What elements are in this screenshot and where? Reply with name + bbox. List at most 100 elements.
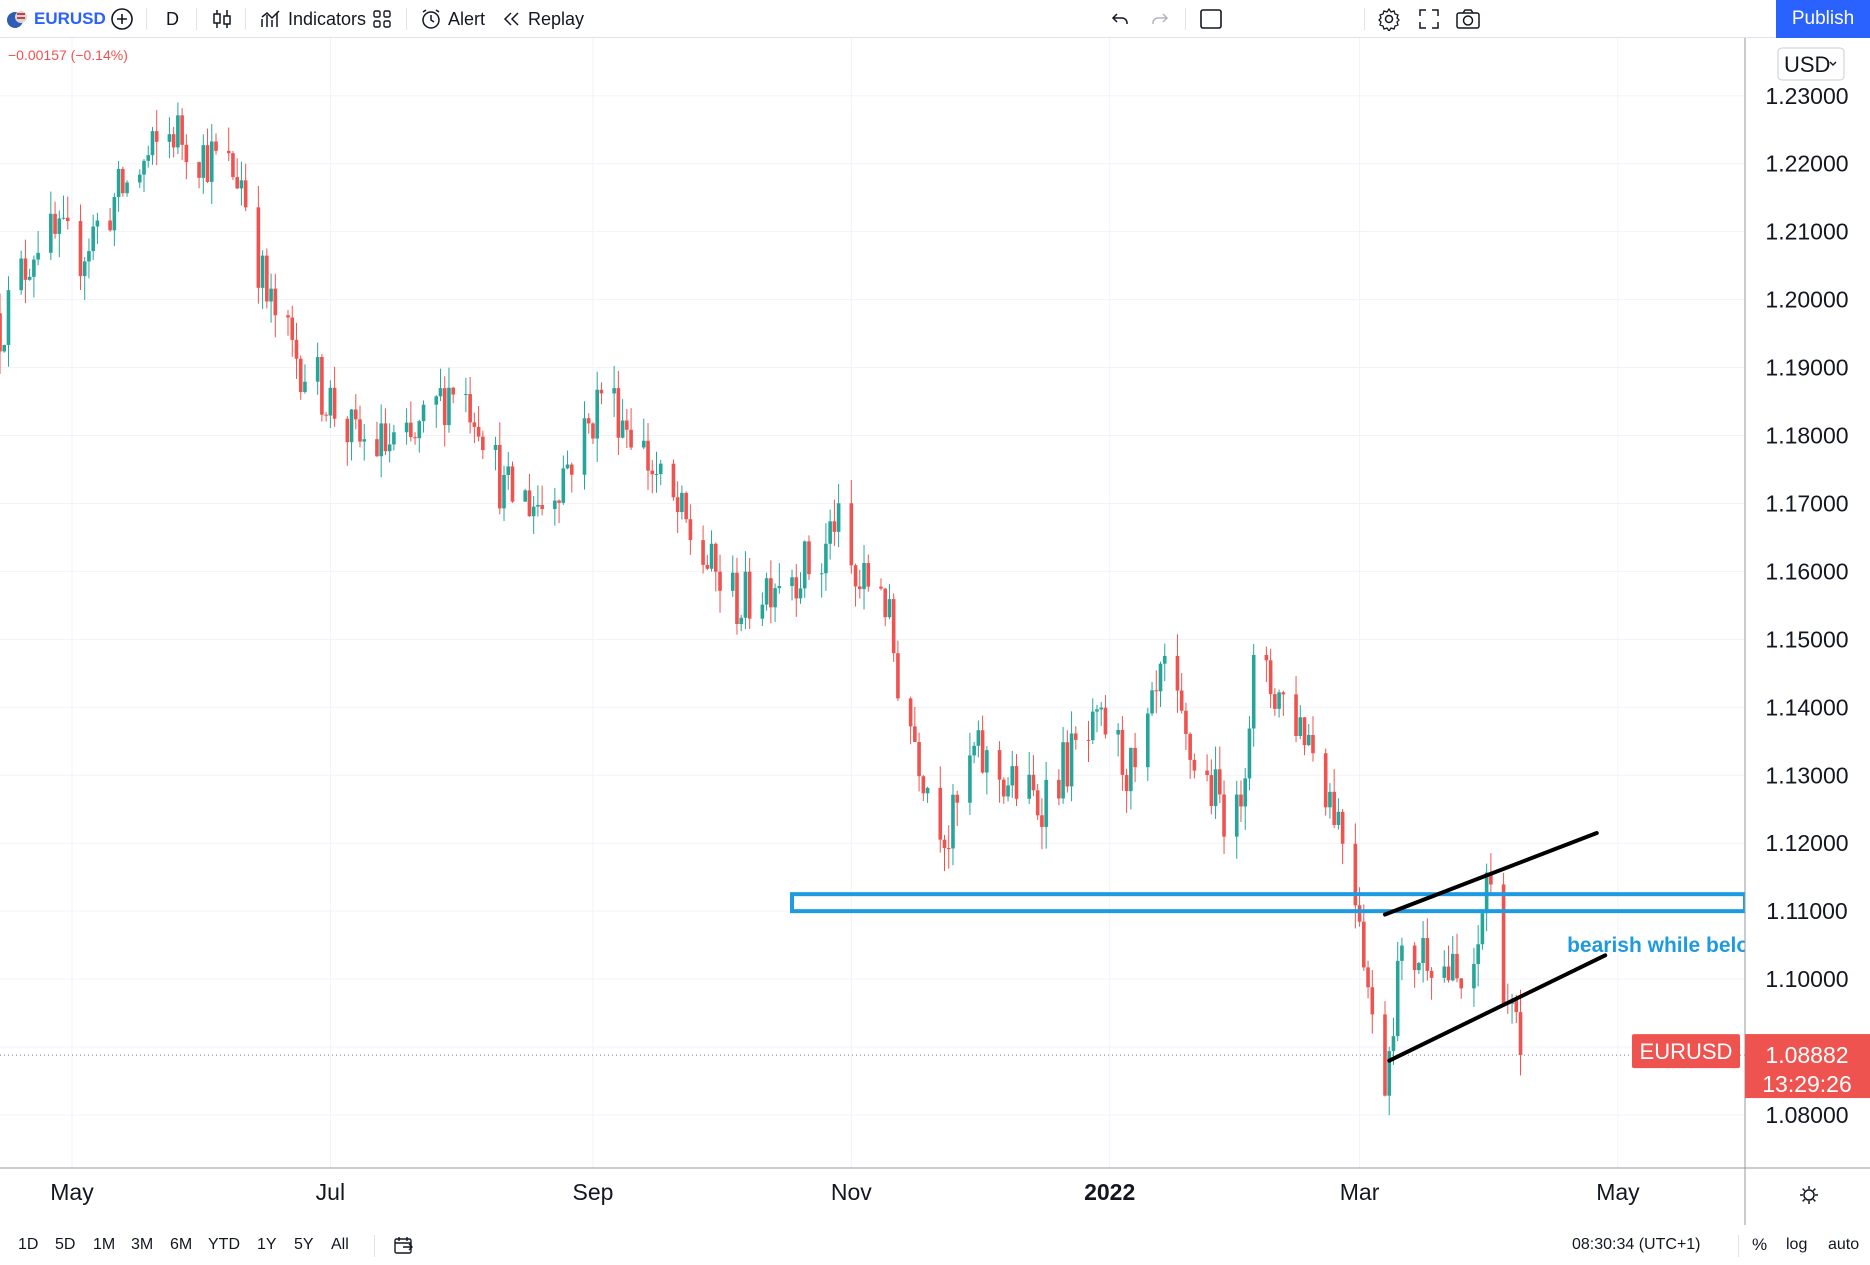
range-all[interactable]: All — [331, 1236, 349, 1253]
alert-button[interactable]: Alert — [420, 0, 485, 38]
candle-down — [794, 577, 799, 599]
candle-down — [1311, 734, 1315, 754]
goto-date-button[interactable] — [393, 1225, 415, 1265]
candle-up — [6, 290, 11, 345]
compare-button[interactable] — [110, 0, 134, 38]
price-chart[interactable]: bearish while below −0.00157 (−0.14%) 1.08… — [0, 38, 1870, 1225]
candle-down — [226, 150, 231, 154]
candle-down — [1429, 970, 1434, 978]
candle-up — [536, 505, 540, 507]
symbol-search[interactable]: EURUSD — [6, 0, 106, 38]
auto-toggle[interactable]: auto — [1828, 1236, 1860, 1253]
candle-up — [951, 794, 955, 849]
candle-up — [404, 422, 409, 433]
candle-down — [1124, 774, 1129, 792]
axis-settings-icon[interactable] — [1800, 1186, 1818, 1204]
candle-up — [1247, 728, 1252, 779]
candle-down — [1065, 742, 1070, 787]
x-tick-label: Jul — [316, 1179, 345, 1205]
candle-up — [1476, 944, 1480, 965]
layout-icon — [373, 10, 391, 28]
candle-up — [1069, 733, 1074, 787]
candle-up — [137, 174, 142, 183]
indicators-button[interactable]: Indicators — [260, 0, 366, 38]
candle-down — [1264, 654, 1269, 661]
percent-toggle[interactable]: % — [1752, 1235, 1768, 1254]
candle-down — [1332, 791, 1336, 825]
log-toggle[interactable]: log — [1786, 1236, 1808, 1253]
candle-down — [413, 437, 417, 439]
candle-down — [883, 588, 888, 618]
interval-button[interactable]: D — [166, 0, 179, 38]
candle-down — [265, 255, 269, 302]
redo-button[interactable] — [1150, 0, 1170, 38]
y-tick-label: 1.19000 — [1765, 355, 1848, 381]
replay-button[interactable]: Replay — [502, 0, 584, 38]
candle-down — [171, 134, 176, 148]
toolbar-divider — [374, 1235, 375, 1257]
x-tick-label: Sep — [572, 1179, 613, 1205]
candle-up — [447, 387, 451, 426]
range-6m[interactable]: 6M — [170, 1236, 193, 1253]
layouts-button[interactable] — [372, 0, 392, 38]
calendar-icon — [394, 1237, 413, 1254]
candle-up — [985, 750, 989, 773]
fullscreen-button[interactable] — [1418, 0, 1440, 38]
candle-down — [231, 153, 235, 178]
candle-down — [955, 794, 960, 803]
candle-down — [1514, 999, 1519, 1013]
candle-down — [65, 217, 70, 222]
range-5d[interactable]: 5D — [55, 1236, 76, 1253]
x-tick-label: 2022 — [1084, 1179, 1135, 1205]
toolbar-divider — [1185, 8, 1186, 30]
y-tick-label: 1.21000 — [1765, 219, 1848, 245]
bottom-toolbar: 1D 5D 1M 3M 6M YTD 1Y 5Y All 08:30:34 (UTC+1) % … — [0, 1225, 1870, 1265]
chart-type-button[interactable] — [212, 0, 232, 38]
candle-up — [1146, 713, 1150, 768]
candle-down — [180, 115, 184, 145]
candle-down — [879, 586, 883, 589]
candle-down — [1281, 692, 1286, 695]
settings-button[interactable] — [1377, 0, 1401, 38]
candle-down — [1222, 794, 1226, 837]
range-1y[interactable]: 1Y — [257, 1236, 277, 1253]
snapshot-button[interactable] — [1455, 0, 1481, 38]
range-1d[interactable]: 1D — [18, 1236, 39, 1253]
candle-down — [1001, 779, 1006, 797]
indicators-icon — [261, 10, 280, 27]
candle-up — [743, 571, 748, 618]
candle-down — [1184, 710, 1188, 734]
clock-readout[interactable]: 08:30:34 (UTC+1) — [1572, 1236, 1701, 1253]
candle-up — [819, 573, 824, 575]
candle-down — [214, 141, 218, 151]
range-ytd[interactable]: YTD — [208, 1236, 240, 1253]
candle-down — [629, 429, 633, 448]
candle-up — [493, 444, 498, 451]
range-1m[interactable]: 1M — [93, 1236, 116, 1253]
candle-down — [1057, 779, 1061, 799]
candle-down — [1175, 655, 1180, 691]
candle-down — [497, 444, 502, 509]
candle-down — [1040, 815, 1044, 827]
candle-up — [1095, 709, 1099, 712]
candle-up — [142, 160, 146, 175]
candle-up — [209, 141, 214, 182]
candle-up — [2, 344, 7, 352]
publish-button[interactable]: Publish — [1776, 0, 1870, 38]
candle-down — [713, 543, 718, 572]
range-5y[interactable]: 5Y — [294, 1236, 314, 1253]
candle-down — [832, 521, 837, 532]
candle-down — [184, 144, 189, 163]
undo-button[interactable] — [1110, 0, 1130, 38]
currency-selector[interactable] — [1777, 47, 1845, 81]
chart-layout-button[interactable] — [1199, 0, 1223, 38]
range-3m[interactable]: 3M — [131, 1236, 154, 1253]
candle-up — [87, 251, 91, 262]
candle-down — [1323, 753, 1328, 808]
interval-label: D — [166, 8, 179, 29]
candle-down — [290, 317, 295, 340]
candle-down — [1133, 747, 1137, 768]
candle-down — [1192, 759, 1197, 771]
candle-down — [1455, 953, 1459, 979]
candle-down — [591, 423, 595, 439]
